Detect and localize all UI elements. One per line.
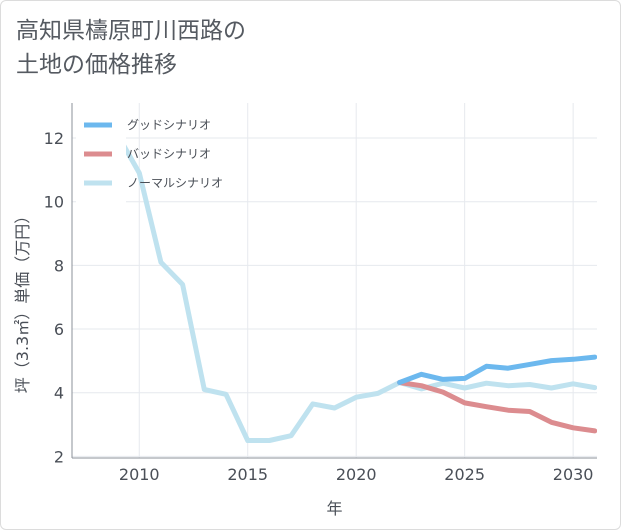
legend-label: グッドシナリオ [127, 118, 211, 132]
x-tick-label: 2010 [119, 465, 160, 484]
x-axis-label: 年 [326, 499, 342, 518]
x-tick-label: 2020 [336, 465, 377, 484]
x-tick-label: 2025 [444, 465, 485, 484]
legend-label: バッドシナリオ [127, 147, 211, 161]
y-axis-label: 坪（3.3㎡）単価（万円） [13, 208, 32, 393]
x-tick-label: 2015 [227, 465, 268, 484]
chart-title: 高知県檮原町川西路の 土地の価格推移 [16, 14, 246, 82]
series-line-3 [93, 122, 597, 443]
y-tick-label: 8 [54, 256, 64, 275]
y-tick-label: 2 [54, 447, 64, 466]
series-line-2 [397, 380, 597, 434]
x-tick-label: 2030 [553, 465, 594, 484]
y-tick-label: 6 [54, 320, 64, 339]
legend-label: ノーマルシナリオ [127, 176, 223, 190]
y-tick-label: 12 [44, 129, 64, 148]
series-line-1 [397, 354, 597, 385]
y-tick-label: 4 [54, 384, 64, 403]
y-tick-label: 10 [44, 193, 64, 212]
chart-title-line-1: 高知県檮原町川西路の [16, 18, 246, 44]
chart-title-line-2: 土地の価格推移 [16, 52, 177, 78]
